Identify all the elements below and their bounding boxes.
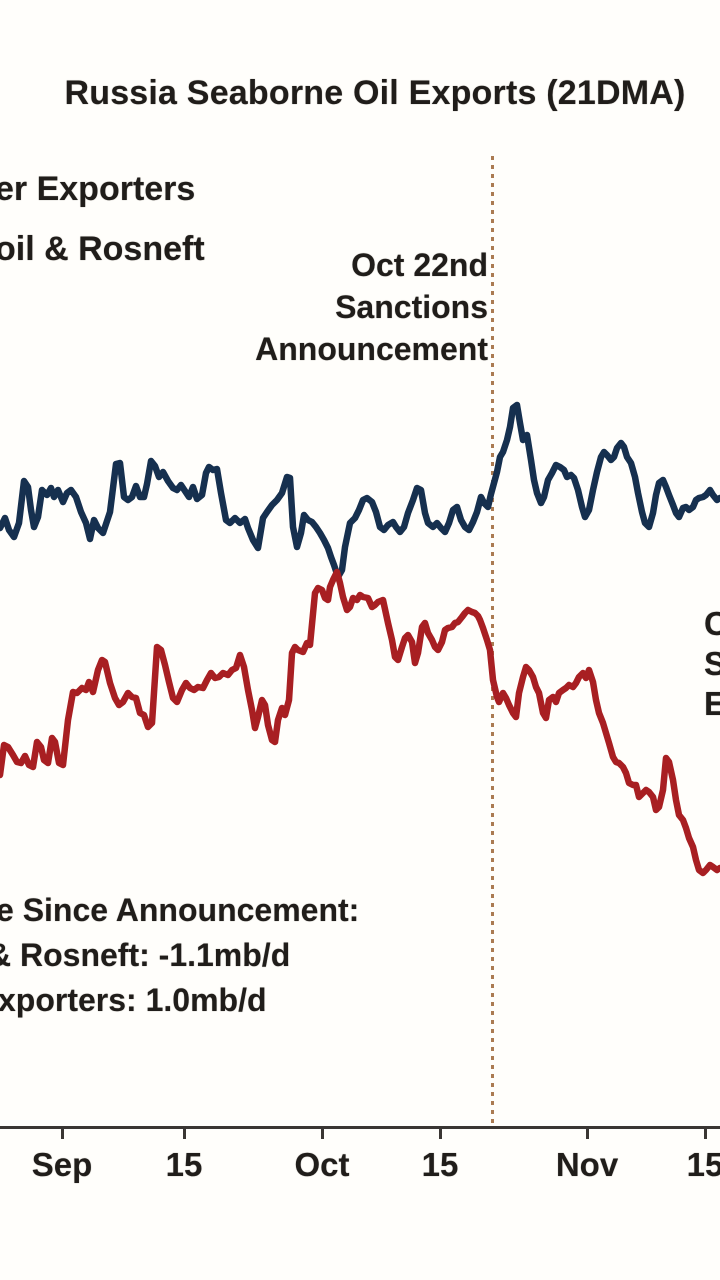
event-annotation-line: Oct 22nd [351,247,488,283]
sanctions-event-dotted-line [491,156,494,1128]
x-tick-label: 15 [165,1146,203,1183]
x-axis-line [0,1126,720,1129]
x-tick-label: Oct [294,1146,350,1183]
event-annotation: Oct 22nd Sanctions Announcement [180,244,488,370]
x-tick-label: 15 [686,1146,720,1183]
series-line-0 [0,401,720,581]
series-line-1 [0,568,720,877]
x-tick-label: 15 [421,1146,459,1183]
x-axis-tick [321,1129,324,1139]
change-since-announcement-note: e Since Announcement: & Rosneft: -1.1mb/… [0,888,359,1023]
x-axis-tick [704,1129,707,1139]
x-tick-label: Sep [31,1146,93,1183]
note-line-header: e Since Announcement: [0,892,360,928]
x-axis-tick [183,1129,186,1139]
legend-item-lukoil-rosneft: oil & Rosneft [0,230,205,268]
right-edge-letter: C [704,605,720,642]
right-edge-letter: E [704,685,720,722]
event-annotation-line: Announcement [255,331,488,367]
note-line-exporters: xporters: 1.0mb/d [0,982,267,1018]
x-axis-tick [439,1129,442,1139]
chart-title: Russia Seaborne Oil Exports (21DMA) [64,74,686,112]
legend-item-other-exporters: er Exporters [0,170,196,208]
x-axis-tick [61,1129,64,1139]
x-axis-tick [586,1129,589,1139]
event-annotation-line: Sanctions [335,289,488,325]
right-edge-cutoff-text: C S E [704,604,720,724]
note-line-rosneft: & Rosneft: -1.1mb/d [0,937,291,973]
x-tick-label: Nov [555,1146,619,1183]
right-edge-letter: S [704,645,720,682]
legend: er Exporters oil & Rosneft [0,166,205,286]
